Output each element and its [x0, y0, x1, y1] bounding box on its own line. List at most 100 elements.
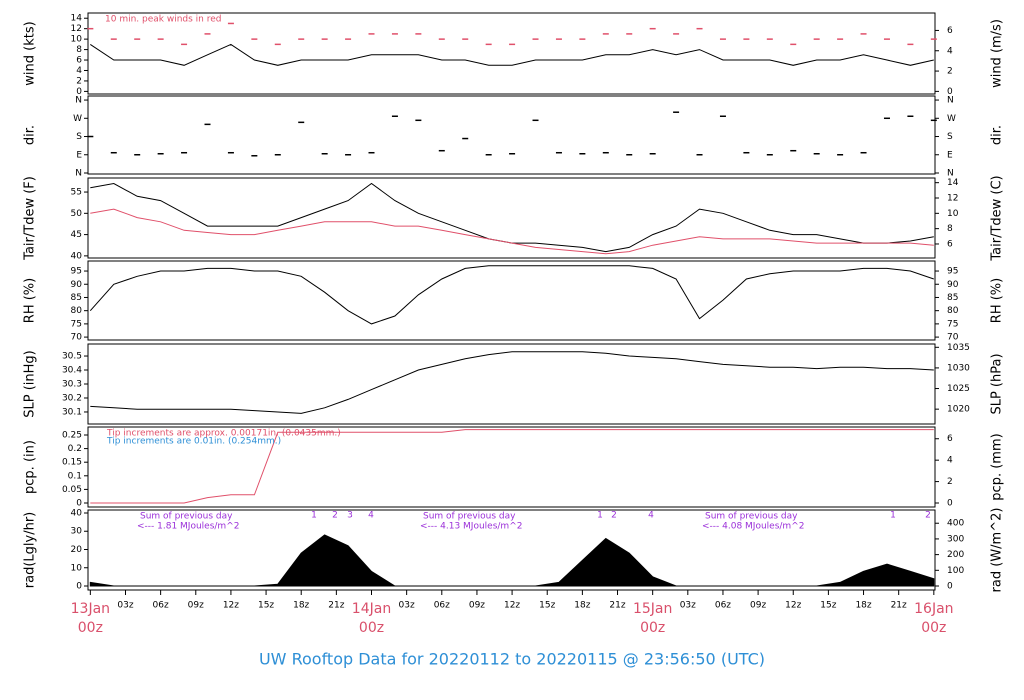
annotation: Sum of previous day — [705, 512, 798, 522]
data-line — [90, 429, 934, 504]
panel-frame — [87, 95, 936, 175]
annotation: <--- 4.08 MJoules/m^2 — [702, 522, 804, 532]
y-tick-label: 10 — [71, 35, 83, 45]
y-axis-label: rad(Lgly/hr) — [23, 512, 38, 588]
y-tick-label: 4 — [76, 66, 82, 76]
x-tick-label: 15z — [258, 601, 274, 611]
y-tick-label: 95 — [71, 267, 82, 277]
y-tick-label: 30.2 — [62, 393, 82, 403]
y2-axis-label: RH (%) — [990, 278, 1005, 323]
y-tick-label: N — [75, 168, 82, 178]
y2-axis-label: rad (W/m^2) — [990, 508, 1005, 593]
chart-title: UW Rooftop Data for 20220112 to 20220115… — [259, 650, 765, 669]
x-tick-label: 12z — [504, 601, 520, 611]
y-tick-label: 0.15 — [62, 458, 82, 468]
y-tick-label: 0 — [76, 499, 82, 509]
x-tick-label: 03z — [680, 601, 696, 611]
y-tick-label: 2 — [76, 76, 82, 86]
y2-tick-label: N — [947, 168, 954, 178]
panel-frame — [87, 177, 936, 259]
y-tick-label: 85 — [71, 293, 82, 303]
annotation: Tip increments are 0.01in. (0.254mm.) — [106, 437, 281, 447]
peak-label: 4 — [648, 511, 654, 521]
y2-tick-label: S — [947, 132, 953, 142]
y-tick-label: 30.5 — [62, 352, 82, 362]
annotation: 10 min. peak winds in red — [105, 15, 222, 25]
y2-tick-label: 2 — [947, 67, 953, 77]
y2-tick-label: 95 — [947, 267, 958, 277]
y-tick-label: 8 — [76, 45, 82, 55]
y2-axis-label: SLP (hPa) — [990, 353, 1005, 414]
data-line — [90, 351, 934, 414]
y2-tick-label: 100 — [947, 566, 964, 576]
y2-tick-label: 80 — [947, 306, 959, 316]
y-axis-label: RH (%) — [23, 278, 38, 323]
y2-tick-label: 4 — [947, 456, 953, 466]
y-axis-label: dir. — [23, 125, 38, 145]
peak-label: 2 — [611, 511, 617, 521]
y-tick-label: 30.4 — [62, 366, 82, 376]
data-area — [89, 534, 935, 587]
x-tick-label: 18z — [855, 601, 871, 611]
x-tick-label: 21z — [609, 601, 625, 611]
panel-frame — [87, 260, 936, 341]
y-tick-label: 40 — [71, 508, 83, 518]
y-tick-label: S — [76, 132, 82, 142]
panel-frame — [87, 12, 936, 95]
y-tick-label: 0 — [76, 87, 82, 97]
x-tick-label: 12z — [785, 601, 801, 611]
y-tick-label: 75 — [71, 319, 82, 329]
y2-axis-label: Tair/Tdew (C) — [990, 175, 1005, 261]
y-tick-label: 45 — [71, 230, 82, 240]
y2-tick-label: 70 — [947, 333, 959, 343]
x-tick-label: 12z — [223, 601, 239, 611]
y-tick-label: 80 — [71, 306, 83, 316]
annotation: Tip increments are approx. 0.00171in. (0… — [106, 429, 341, 439]
y2-tick-label: 1025 — [947, 384, 970, 394]
x-tick-label: 14Jan 00z — [352, 601, 391, 636]
x-tick-label: 09z — [188, 601, 204, 611]
x-tick-label: 15z — [820, 601, 836, 611]
x-tick-label: 15Jan 00z — [633, 601, 672, 636]
y2-tick-label: 1035 — [947, 343, 970, 353]
y-tick-label: 0.25 — [62, 430, 82, 440]
y2-tick-label: 300 — [947, 534, 964, 544]
y2-tick-label: 6 — [947, 434, 953, 444]
peak-label: 2 — [332, 511, 338, 521]
y2-tick-label: 14 — [947, 178, 959, 188]
y2-axis-label: wind (m/s) — [990, 19, 1005, 88]
y-tick-label: 0.2 — [68, 444, 82, 454]
y2-tick-label: 6 — [947, 239, 953, 249]
annotation: Sum of previous day — [140, 512, 233, 522]
y-tick-label: 70 — [71, 333, 83, 343]
y2-tick-label: 8 — [947, 224, 953, 234]
x-tick-label: 21z — [328, 601, 344, 611]
peak-label: 2 — [925, 511, 931, 521]
y2-tick-label: 200 — [947, 550, 964, 560]
y2-tick-label: N — [947, 96, 954, 106]
y2-tick-label: 0 — [947, 499, 953, 509]
y2-tick-label: 6 — [947, 26, 953, 36]
y2-tick-label: 4 — [947, 46, 953, 56]
data-line — [90, 182, 934, 253]
y2-tick-label: W — [947, 114, 956, 124]
panel-frame — [87, 343, 936, 425]
peak-label: 4 — [368, 511, 374, 521]
data-line — [90, 208, 934, 255]
peak-label: 3 — [347, 511, 353, 521]
x-tick-label: 21z — [891, 601, 907, 611]
x-tick-label: 13Jan 00z — [71, 601, 110, 636]
y2-tick-label: 2 — [947, 477, 953, 487]
y2-tick-label: 85 — [947, 293, 958, 303]
x-tick-label: 06z — [153, 601, 169, 611]
y-tick-label: W — [73, 114, 82, 124]
y2-tick-label: 10 — [947, 209, 959, 219]
panel-frame — [87, 509, 936, 591]
y-axis-label: Tair/Tdew (F) — [23, 176, 38, 261]
y2-tick-label: 1030 — [947, 363, 970, 373]
x-tick-label: 06z — [715, 601, 731, 611]
y-tick-label: 0.05 — [62, 485, 82, 495]
y-tick-label: 55 — [71, 188, 82, 198]
y2-axis-label: pcp. (mm) — [990, 433, 1005, 500]
